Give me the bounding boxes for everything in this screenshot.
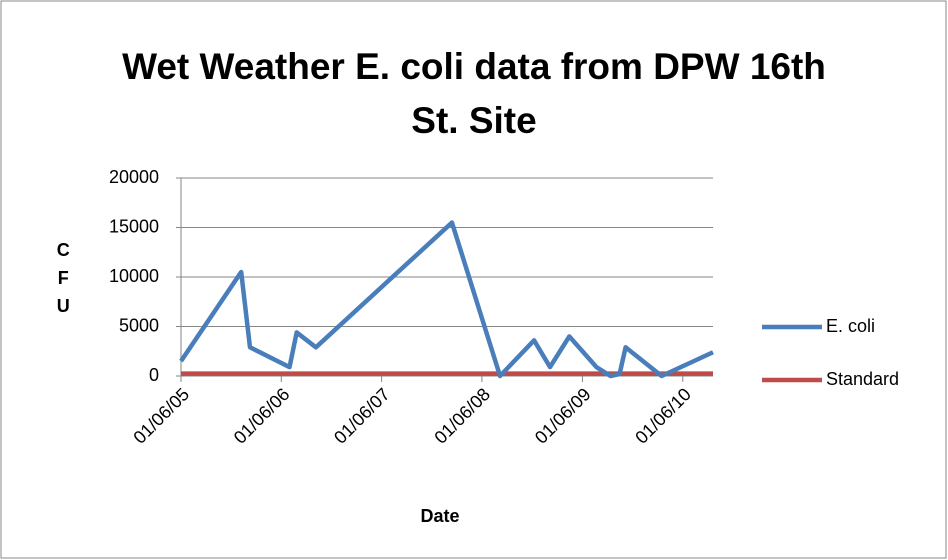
chart-title: Wet Weather E. coli data from DPW 16th S… xyxy=(122,46,826,141)
y-axis-label: CFU xyxy=(53,240,73,324)
legend-label: E. coli xyxy=(826,316,875,336)
legend-label: Standard xyxy=(826,369,899,389)
x-axis-label: Date xyxy=(420,506,459,526)
y-tick-label: 10000 xyxy=(109,266,159,286)
data-line xyxy=(179,220,714,379)
y-tick-label: 15000 xyxy=(109,216,159,236)
y-tick-label: 5000 xyxy=(119,315,159,335)
y-tick-label: 0 xyxy=(149,365,159,385)
y-tick-label: 20000 xyxy=(109,167,159,187)
